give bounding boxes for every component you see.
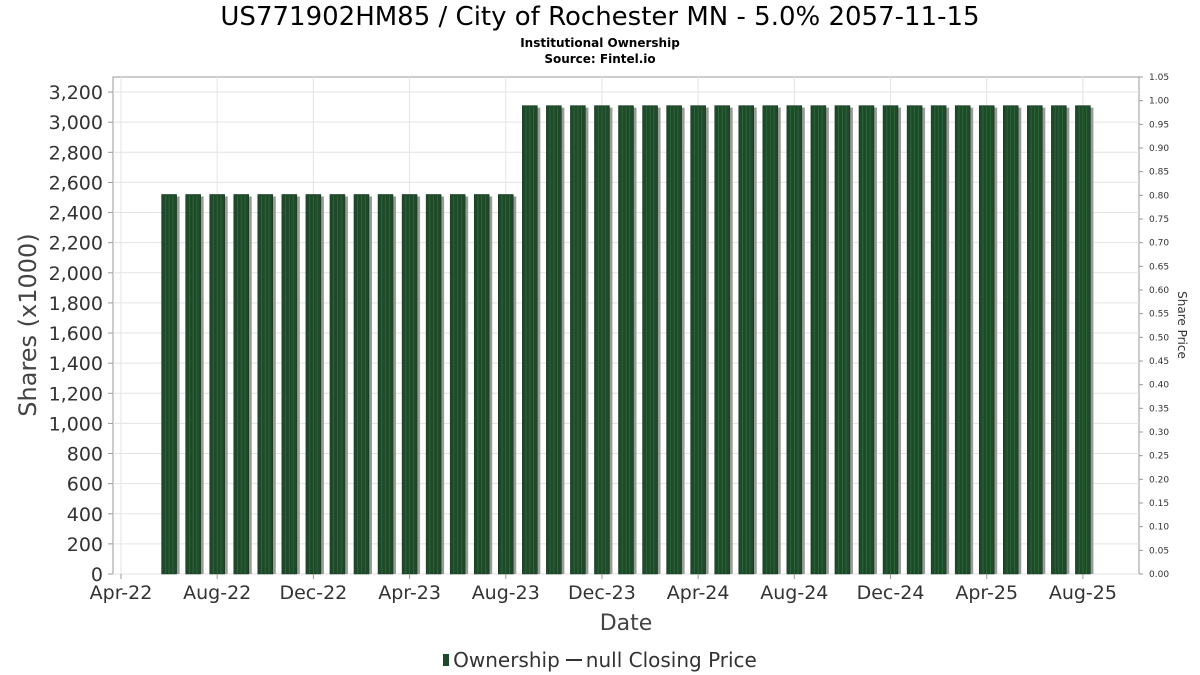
x-tick-label: Dec-24 xyxy=(857,582,925,604)
price-legend-line xyxy=(565,659,582,661)
legend: Ownership null Closing Price xyxy=(0,648,1200,672)
ownership-legend-swatch xyxy=(443,654,450,666)
y2-axis-label: Share Price xyxy=(1175,291,1189,359)
y2-tick-label: 0.30 xyxy=(1149,428,1169,438)
chart-source: Source: Fintel.io xyxy=(544,52,656,66)
y-tick-label: 2,200 xyxy=(49,233,103,255)
y-tick-label: 1,800 xyxy=(49,293,103,315)
x-tick-label: Dec-22 xyxy=(279,582,347,604)
ownership-legend-label: Ownership xyxy=(453,648,560,672)
y-tick-label: 0 xyxy=(91,564,103,586)
y2-tick-label: 0.90 xyxy=(1149,144,1169,154)
y2-tick-label: 0.70 xyxy=(1149,239,1169,249)
y2-tick-label: 0.00 xyxy=(1149,570,1169,580)
x-axis-label: Date xyxy=(600,611,653,636)
bars xyxy=(161,105,1094,575)
y2-tick-label: 0.50 xyxy=(1149,333,1169,343)
y2-tick-label: 0.45 xyxy=(1149,357,1169,367)
x-tick-label: Dec-23 xyxy=(568,582,636,604)
y-tick-label: 400 xyxy=(67,504,103,526)
y-tick-label: 2,400 xyxy=(49,203,103,225)
y2-tick-label: 0.85 xyxy=(1149,168,1169,178)
x-tick-label: Aug-24 xyxy=(760,582,828,604)
x-tick-label: Apr-22 xyxy=(90,582,153,604)
y-tick-label: 1,200 xyxy=(49,383,103,405)
y2-tick-label: 0.05 xyxy=(1149,546,1169,556)
y2-tick-label: 0.75 xyxy=(1149,215,1169,225)
y2-tick-label: 0.95 xyxy=(1149,120,1169,130)
y2-tick-label: 0.15 xyxy=(1149,499,1169,509)
y-tick-label: 1,000 xyxy=(49,413,103,435)
y2-tick-label: 0.80 xyxy=(1149,191,1169,201)
axes: 0 200 400 600 800 1,000 1,200 1,400 1,600 1,800 2,… xyxy=(49,73,1170,604)
y-tick-label: 800 xyxy=(67,444,103,466)
chart-title: US771902HM85 / City of Rochester MN - 5.… xyxy=(220,2,980,32)
y2-tick-label: 1.05 xyxy=(1149,73,1169,83)
y2-tick-label: 0.65 xyxy=(1149,262,1169,272)
y2-tick-label: 0.25 xyxy=(1149,452,1169,462)
y-tick-label: 3,200 xyxy=(49,82,103,104)
y-tick-label: 1,600 xyxy=(49,323,103,345)
y-tick-label: 2,800 xyxy=(49,142,103,164)
y-tick-label: 2,600 xyxy=(49,172,103,194)
x-tick-label: Aug-22 xyxy=(183,582,251,604)
chart-subtitle: Institutional Ownership xyxy=(520,36,680,50)
y2-tick-label: 0.20 xyxy=(1149,475,1169,485)
y-tick-label: 600 xyxy=(67,474,103,496)
y-axis-label: Shares (x1000) xyxy=(14,233,42,416)
price-legend-label: null Closing Price xyxy=(585,648,757,672)
y-tick-label: 3,000 xyxy=(49,112,103,134)
y2-tick-label: 0.55 xyxy=(1149,310,1169,320)
y2-tick-label: 0.35 xyxy=(1149,404,1169,414)
y-tick-label: 200 xyxy=(67,534,103,556)
y2-tick-label: 0.60 xyxy=(1149,286,1169,296)
x-tick-label: Apr-24 xyxy=(667,582,730,604)
y2-tick-label: 1.00 xyxy=(1149,97,1169,107)
y2-tick-label: 0.40 xyxy=(1149,381,1169,391)
x-tick-label: Aug-25 xyxy=(1049,582,1117,604)
x-tick-label: Apr-25 xyxy=(955,582,1018,604)
x-tick-label: Apr-23 xyxy=(378,582,441,604)
y-tick-label: 2,000 xyxy=(49,263,103,285)
x-tick-label: Aug-23 xyxy=(472,582,540,604)
y-tick-label: 1,400 xyxy=(49,353,103,375)
y2-tick-label: 0.10 xyxy=(1149,523,1169,533)
